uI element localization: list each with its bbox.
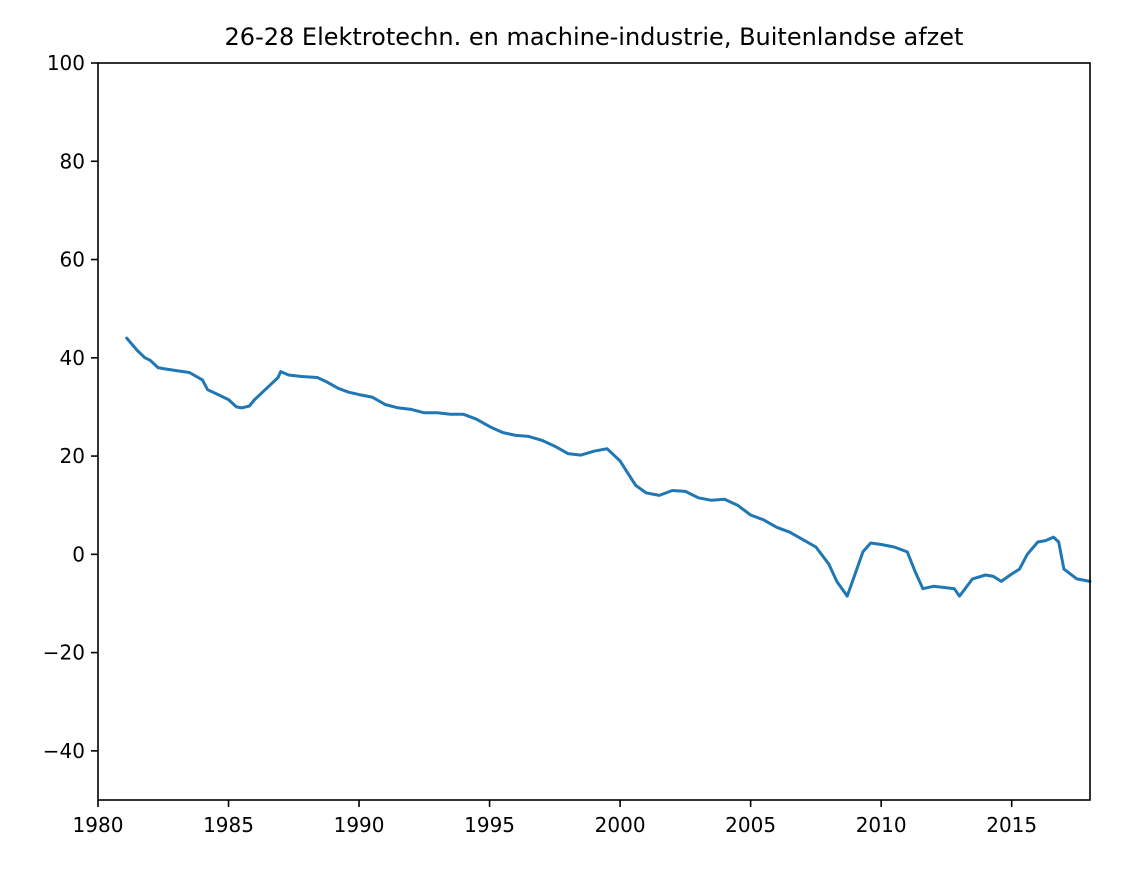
plot-frame	[97, 62, 1091, 801]
x-tick-label: 1990	[334, 813, 385, 837]
y-tick-label: 20	[60, 444, 85, 468]
x-axis: 1980 1985 1990 1995 2000 2005 2010 2015	[73, 800, 1037, 837]
x-tick-label: 2010	[856, 813, 907, 837]
chart-title: 26-28 Elektrotechn. en machine-industrie…	[225, 23, 964, 51]
x-tick-label: 1995	[464, 813, 515, 837]
y-tick-label: −20	[43, 641, 85, 665]
x-tick-label: 2005	[725, 813, 776, 837]
y-tick-label: 100	[47, 51, 85, 75]
y-tick-label: 60	[60, 248, 85, 272]
series-line	[125, 336, 1092, 598]
y-axis: −40 −20 0 20 40 60 80 100	[43, 51, 98, 763]
x-tick-label: 2015	[986, 813, 1037, 837]
y-tick-label: −40	[43, 739, 85, 763]
x-tick-label: 1985	[203, 813, 254, 837]
y-tick-label: 80	[60, 149, 85, 173]
y-tick-label: 0	[72, 542, 85, 566]
x-tick-label: 2000	[595, 813, 646, 837]
y-tick-label: 40	[60, 346, 85, 370]
series-layer	[125, 336, 1092, 598]
x-tick-label: 1980	[73, 813, 124, 837]
